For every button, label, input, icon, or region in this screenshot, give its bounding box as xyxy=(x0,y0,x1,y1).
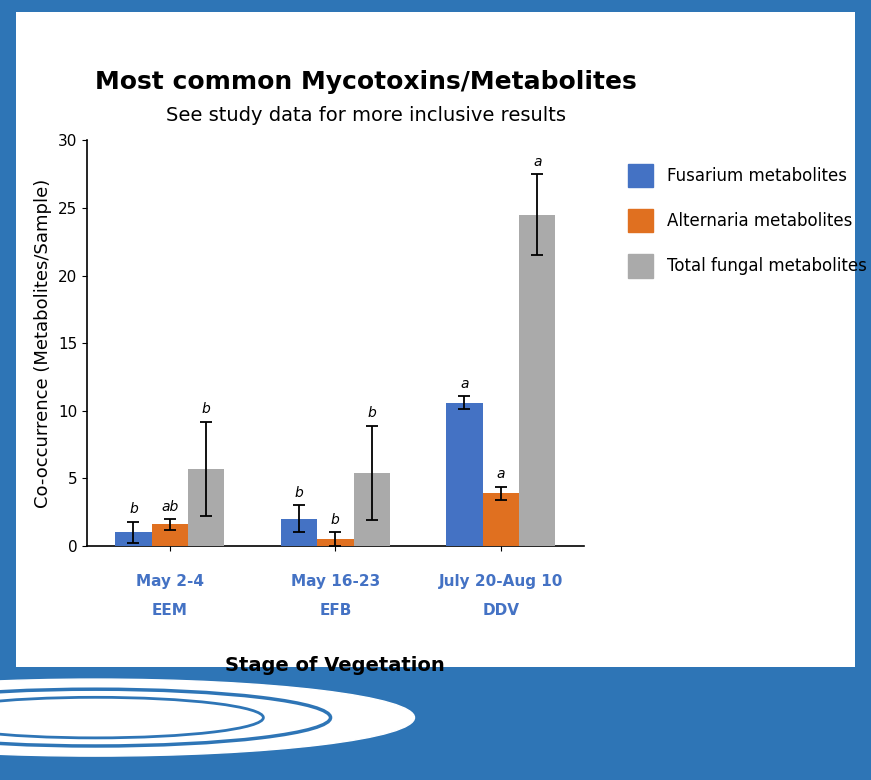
Text: b: b xyxy=(368,406,376,420)
Text: b: b xyxy=(129,502,138,516)
Bar xyxy=(354,473,390,546)
Circle shape xyxy=(0,679,415,756)
Bar xyxy=(446,402,483,546)
Bar xyxy=(188,469,225,546)
Text: July 20-Aug 10: July 20-Aug 10 xyxy=(439,574,563,590)
Text: a: a xyxy=(460,377,469,391)
Text: May 16-23: May 16-23 xyxy=(291,574,380,590)
Bar xyxy=(115,533,152,546)
Text: DDV: DDV xyxy=(483,603,519,618)
Text: a: a xyxy=(496,467,505,481)
Y-axis label: Co-occurrence (Metabolites/Sample): Co-occurrence (Metabolites/Sample) xyxy=(35,179,52,508)
Bar xyxy=(317,539,354,546)
Text: b: b xyxy=(202,402,211,417)
Bar xyxy=(280,519,317,546)
Text: EFB: EFB xyxy=(319,603,352,618)
Text: See study data for more inclusive results: See study data for more inclusive result… xyxy=(165,106,566,125)
Text: May 2-4: May 2-4 xyxy=(136,574,204,590)
Bar xyxy=(483,493,519,546)
Text: b: b xyxy=(331,513,340,527)
Text: EEM: EEM xyxy=(152,603,188,618)
Bar xyxy=(152,524,188,546)
Text: solutions: solutions xyxy=(221,716,358,745)
Text: ab: ab xyxy=(161,499,179,513)
Bar xyxy=(519,215,556,546)
Text: b: b xyxy=(294,486,303,500)
Text: Stage of Vegetation: Stage of Vegetation xyxy=(226,655,445,675)
Text: www.hoovesandhorses.com: www.hoovesandhorses.com xyxy=(175,689,339,702)
Legend: Fusarium metabolites, Alternaria metabolites, Total fungal metabolites: Fusarium metabolites, Alternaria metabol… xyxy=(622,157,871,284)
Text: a: a xyxy=(533,154,542,168)
Text: Most common Mycotoxins/Metabolites: Most common Mycotoxins/Metabolites xyxy=(95,70,637,94)
Text: EPC: EPC xyxy=(175,717,211,735)
